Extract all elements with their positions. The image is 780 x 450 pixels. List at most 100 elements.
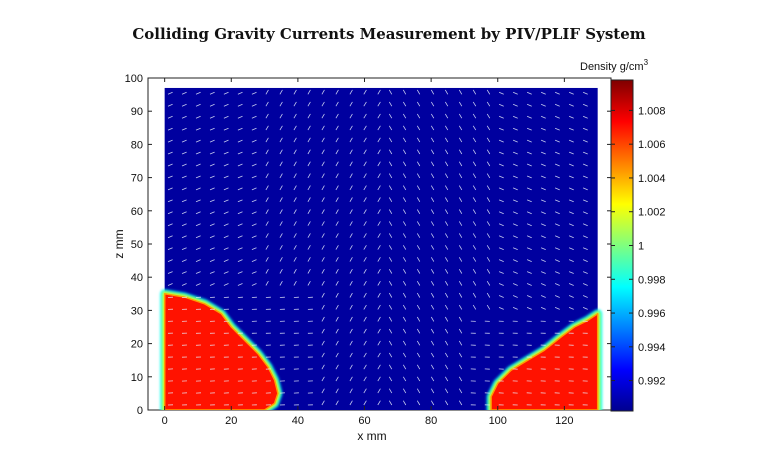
velocity-vector (265, 209, 269, 215)
velocity-vector (349, 376, 353, 382)
velocity-vector (472, 161, 477, 167)
velocity-vector (377, 400, 381, 406)
velocity-vector (321, 137, 325, 143)
velocity-vector (363, 364, 367, 370)
velocity-vector (237, 163, 243, 167)
velocity-vector (472, 137, 477, 143)
velocity-vector (363, 328, 367, 334)
velocity-vector (181, 139, 187, 143)
velocity-vector (458, 101, 463, 107)
velocity-vector (167, 211, 173, 215)
velocity-vector (388, 137, 393, 143)
velocity-vector (237, 139, 243, 143)
velocity-vector (402, 101, 407, 107)
x-tick-label: 100 (489, 415, 507, 427)
velocity-vector (335, 316, 339, 322)
velocity-vector (209, 139, 215, 143)
velocity-vector (430, 388, 435, 394)
velocity-vector (444, 257, 449, 262)
velocity-vector (349, 304, 353, 310)
velocity-vector (540, 151, 546, 155)
velocity-vector (472, 257, 477, 262)
velocity-vector (568, 127, 574, 131)
velocity-vector (402, 89, 407, 95)
y-tick-label: 10 (131, 372, 143, 384)
velocity-vector (444, 376, 449, 382)
velocity-vector (321, 352, 325, 358)
velocity-vector (416, 304, 421, 310)
velocity-vector (554, 91, 560, 95)
velocity-vector (279, 161, 283, 167)
velocity-vector (416, 209, 421, 215)
velocity-vector (402, 340, 407, 346)
velocity-vector (568, 187, 574, 191)
velocity-vector (307, 209, 311, 215)
velocity-vector (416, 352, 421, 358)
x-tick-label: 20 (225, 415, 237, 427)
y-tick-label: 60 (131, 206, 143, 218)
velocity-vector (430, 149, 435, 155)
velocity-vector (498, 103, 504, 107)
y-tick-label: 0 (137, 405, 143, 417)
velocity-vector (349, 257, 353, 262)
velocity-vector (388, 113, 393, 119)
velocity-vector (486, 197, 491, 203)
colorbar-label-text: Density g/cm (580, 61, 644, 73)
velocity-vector (181, 235, 187, 239)
velocity-vector (265, 173, 269, 179)
velocity-vector (349, 125, 353, 131)
velocity-vector (265, 149, 269, 155)
velocity-vector (498, 199, 504, 203)
velocity-vector (237, 247, 243, 250)
velocity-vector (209, 199, 215, 203)
velocity-vector (335, 304, 339, 310)
velocity-vector (279, 137, 283, 143)
velocity-vector (195, 163, 201, 167)
velocity-vector (416, 233, 421, 238)
velocity-vector (265, 125, 269, 131)
velocity-vector (416, 161, 421, 167)
velocity-vector (526, 103, 532, 107)
velocity-vector (377, 328, 381, 334)
velocity-vector (388, 185, 393, 191)
velocity-vector (251, 223, 257, 227)
velocity-vector (554, 139, 560, 143)
velocity-vector (279, 149, 283, 155)
velocity-vector (402, 268, 407, 274)
y-tick-label: 70 (131, 173, 143, 185)
velocity-vector (458, 185, 463, 191)
velocity-vector (307, 280, 311, 286)
velocity-vector (430, 173, 435, 179)
colorbar-tick-label: 1 (638, 241, 644, 253)
velocity-vector (540, 307, 546, 310)
velocity-vector (181, 223, 187, 227)
velocity-vector (335, 173, 339, 179)
velocity-vector (472, 101, 477, 107)
velocity-vector (349, 89, 353, 95)
velocity-vector (498, 271, 504, 274)
velocity-vector (167, 115, 173, 119)
velocity-vector (307, 125, 311, 131)
velocity-vector (540, 115, 546, 119)
velocity-vector (237, 151, 243, 155)
velocity-vector (540, 235, 546, 239)
velocity-vector (223, 103, 229, 107)
velocity-vector (486, 209, 491, 215)
velocity-vector (582, 127, 588, 131)
velocity-vector (540, 139, 546, 143)
velocity-vector (335, 376, 339, 382)
velocity-vector (512, 235, 518, 239)
velocity-vector (195, 247, 201, 250)
velocity-vector (444, 113, 449, 119)
velocity-vector (223, 247, 229, 250)
velocity-vector (209, 211, 215, 215)
velocity-vector (195, 103, 201, 107)
velocity-vector (251, 103, 257, 107)
velocity-vector (526, 235, 532, 239)
velocity-vector (265, 233, 269, 238)
velocity-vector (293, 185, 297, 191)
velocity-vector (377, 316, 381, 322)
velocity-vector (279, 173, 283, 179)
velocity-vector (486, 89, 491, 95)
velocity-vector (321, 280, 325, 286)
